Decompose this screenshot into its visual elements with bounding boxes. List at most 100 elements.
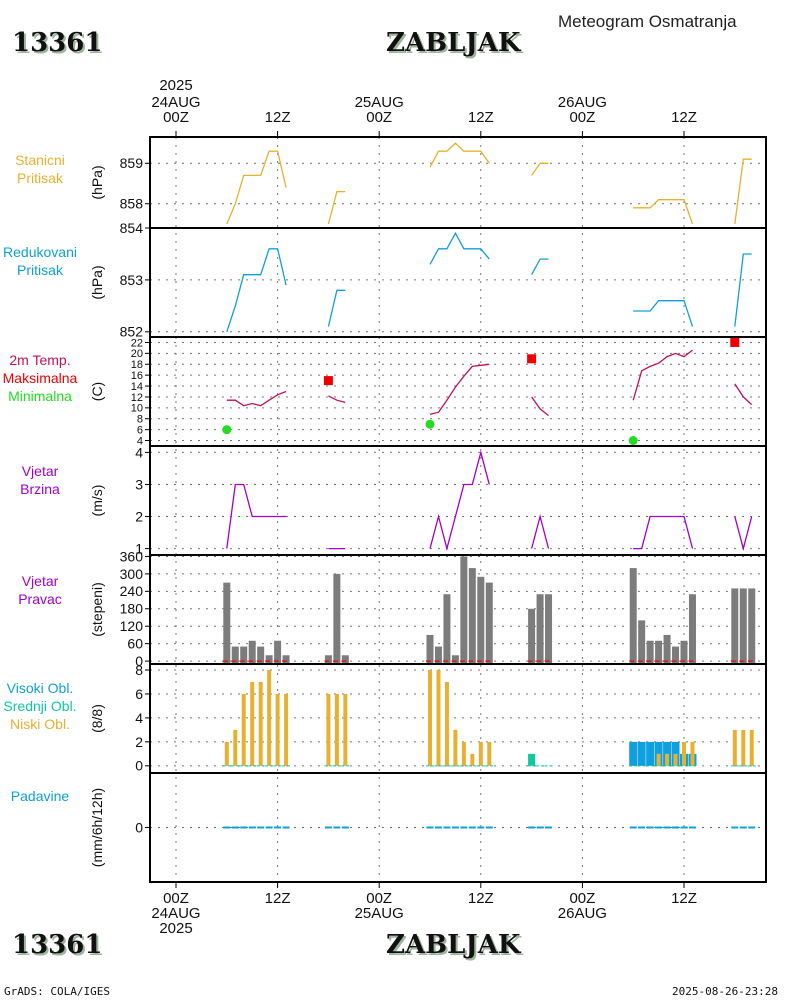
wind-direction-bar (629, 568, 637, 664)
precip-bar (451, 826, 459, 829)
y-tick-label: 360 (120, 548, 144, 564)
wind-direction-bar (731, 588, 739, 664)
precip-bar (265, 826, 273, 829)
series-line-temperature (531, 396, 549, 417)
series-line-station_pressure (633, 199, 694, 225)
series-line-wind_speed (226, 483, 287, 549)
high-cloud-bar (646, 741, 655, 766)
wind-direction-bar (265, 655, 273, 664)
wind-direction-bar (748, 588, 756, 664)
tmax-marker (730, 337, 740, 347)
low-cloud-bar (436, 669, 441, 766)
wind-direction-bar (333, 573, 341, 664)
bottom-tick-label: 12Z (264, 890, 291, 907)
timestamp-label: 2025-08-26-23:28 (672, 985, 778, 998)
y-tick-label: 853 (120, 272, 144, 288)
bottom-tick-label: 25AUG (354, 905, 404, 922)
panel-label-station_pressure: Stanicni (15, 152, 65, 168)
top-year-label: 2025 (159, 77, 193, 94)
low-cloud-bar (284, 693, 289, 766)
panel-label-wind_direction: Vjetar (22, 573, 59, 589)
wind-direction-bar (282, 655, 290, 664)
low-cloud-bar (241, 693, 246, 766)
y-axis-label: (hPa) (89, 165, 105, 199)
precip-bar (443, 826, 451, 829)
low-cloud-bar (470, 753, 475, 766)
y-tick-label: 1 (135, 540, 143, 556)
y-axis-label: (8/8) (89, 704, 105, 733)
precip-bar (333, 826, 341, 829)
y-axis-label: (stepeni) (89, 582, 105, 636)
series-line-temperature (226, 390, 287, 407)
wind-direction-bar (545, 594, 553, 664)
low-cloud-bar (741, 729, 746, 766)
series-line-station_pressure (734, 158, 752, 225)
panel-label-station_pressure: Pritisak (17, 170, 64, 186)
bottom-tick-label: 12Z (467, 890, 494, 907)
low-cloud-bar (487, 741, 492, 766)
precip-bar (688, 826, 696, 829)
precip-bar (341, 826, 349, 829)
precip-bar (629, 826, 637, 829)
top-tick-label: 12Z (671, 109, 697, 126)
low-cloud-bar (267, 669, 272, 766)
y-tick-label: 854 (120, 220, 144, 236)
top-tick-label: 12Z (264, 109, 291, 126)
panel-label-cloud_cover: Visoki Obl. (7, 680, 74, 696)
panel-frame-reduced_pressure (149, 227, 767, 338)
wind-direction-bar (655, 640, 663, 664)
y-tick-label: 3 (135, 476, 143, 492)
precip-bar (528, 826, 536, 829)
top-tick-label: 24AUG (151, 94, 201, 111)
y-tick-label: 60 (127, 636, 143, 652)
high-cloud-bar (629, 741, 638, 766)
panel-label-reduced_pressure: Redukovani (3, 244, 77, 260)
series-line-temperature (429, 363, 490, 416)
precip-bar (468, 826, 476, 829)
y-tick-label: 2 (135, 508, 143, 524)
y-axis-label: (mm/6h/12h) (89, 788, 105, 867)
precip-bar (485, 826, 493, 829)
wind-direction-bar (680, 640, 688, 664)
low-cloud-bar (665, 753, 670, 766)
low-cloud-bar (690, 741, 695, 766)
y-tick-label: 20 (131, 348, 143, 360)
y-tick-label: 300 (120, 566, 144, 582)
station-name-top: ZABLJAK (386, 28, 521, 58)
precip-bar (434, 826, 442, 829)
y-tick-label: 4 (137, 435, 143, 447)
series-line-station_pressure (429, 142, 490, 168)
mid-cloud-bar (528, 753, 536, 766)
low-cloud-bar (224, 741, 229, 766)
top-tick-label: 25AUG (354, 94, 404, 111)
y-tick-label: 859 (120, 155, 144, 171)
precip-bar (257, 826, 265, 829)
series-line-reduced_pressure (734, 253, 752, 327)
wind-direction-bar (274, 640, 282, 664)
chart-subtitle: Meteogram Osmatranja (558, 12, 737, 31)
top-tick-label: 26AUG (557, 94, 607, 111)
low-cloud-bar (656, 753, 661, 766)
wind-direction-bar (528, 608, 536, 664)
precip-bar (240, 826, 248, 829)
panel-frame-station_pressure (149, 136, 767, 229)
precip-bar (748, 826, 756, 829)
bottom-tick-label: 00Z (569, 890, 596, 907)
top-tick-label: 00Z (366, 109, 393, 126)
precip-bar (739, 826, 747, 829)
wind-direction-bar (468, 568, 476, 664)
y-tick-label: 4 (135, 710, 143, 726)
wind-direction-bar (324, 655, 332, 664)
series-line-wind_speed (429, 449, 490, 552)
bottom-tick-label: 00Z (366, 890, 393, 907)
series-line-station_pressure (226, 150, 287, 225)
panel-label-wind_direction: Pravac (18, 591, 62, 607)
low-cloud-bar (326, 693, 331, 766)
bottom-tick-label: 24AUG (151, 905, 201, 922)
low-cloud-bar (682, 741, 686, 766)
series-line-reduced_pressure (327, 289, 346, 327)
top-tick-label: 12Z (467, 109, 494, 126)
y-tick-label: 240 (120, 583, 144, 599)
y-tick-label: 8 (137, 414, 143, 426)
wind-direction-bar (646, 640, 654, 664)
